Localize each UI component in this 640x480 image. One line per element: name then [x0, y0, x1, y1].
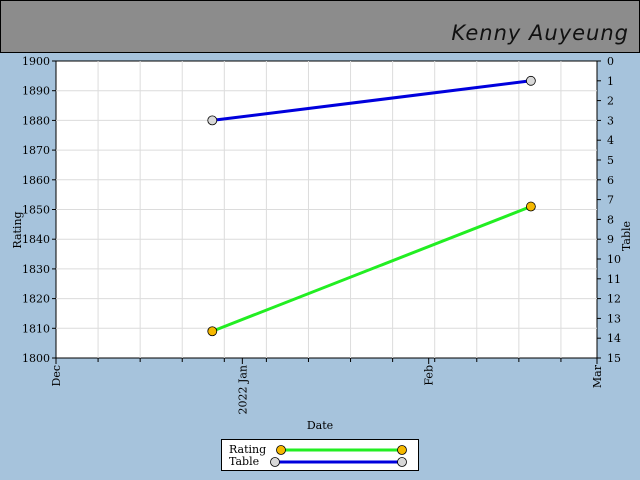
y2-tick-label: 5	[607, 154, 614, 167]
y2-tick-label: 1	[607, 75, 614, 88]
y-tick-label: 1800	[22, 352, 50, 365]
data-point-table	[525, 75, 536, 86]
y2-axis-label: Table	[620, 221, 633, 251]
data-point-rating	[525, 201, 536, 212]
y-tick-label: 1830	[22, 263, 50, 276]
y-tick-label: 1840	[22, 233, 50, 246]
y2-tick-label: 7	[607, 194, 614, 207]
y2-tick-label: 9	[607, 233, 614, 246]
grid	[56, 61, 597, 358]
series-line-rating	[211, 205, 532, 333]
y-tick-label: 1820	[22, 293, 50, 306]
series-line-table	[212, 79, 532, 122]
y2-tick-label: 15	[607, 352, 621, 365]
y2-tick-label: 11	[607, 273, 621, 286]
legend-label-rating: Rating	[229, 443, 267, 456]
y-tick-label: 1890	[22, 85, 50, 98]
legend-label-table: Table	[229, 455, 260, 468]
y-tick-label: 1850	[22, 204, 50, 217]
y-axis-label: Rating	[11, 211, 24, 248]
y-tick-label: 1860	[22, 174, 50, 187]
header-bar: Kenny Auyeung	[0, 0, 640, 53]
header-title: Kenny Auyeung	[451, 21, 629, 45]
legend-swatch-rating	[276, 445, 407, 455]
y2-tick-label: 3	[607, 114, 614, 127]
y2-tick-label: 8	[607, 213, 614, 226]
y-tick-label: 1880	[22, 114, 50, 127]
y-tick-label: 1900	[22, 55, 50, 68]
x-tick-label: Feb	[423, 365, 436, 386]
y2-tick-label: 2	[607, 95, 614, 108]
legend: Rating Table	[221, 439, 419, 471]
data-point-table	[207, 115, 218, 126]
x-axis-label: Date	[307, 419, 333, 432]
y2-tick-label: 0	[607, 55, 614, 68]
legend-item-rating: Rating	[229, 443, 419, 456]
x-tick-label: Mar	[591, 364, 604, 388]
axes: 1800181018201830184018501860187018801890…	[22, 55, 621, 415]
y2-tick-label: 4	[607, 134, 614, 147]
x-tick-label: Dec	[50, 365, 63, 387]
y2-tick-label: 13	[607, 312, 621, 325]
y-tick-label: 1810	[22, 322, 50, 335]
y2-tick-label: 12	[607, 293, 621, 306]
legend-item-table: Table	[229, 455, 419, 468]
data-point-rating	[207, 326, 218, 337]
y2-tick-label: 10	[607, 253, 621, 266]
series-group	[207, 75, 536, 337]
y2-tick-label: 6	[607, 174, 614, 187]
y-tick-label: 1870	[22, 144, 50, 157]
legend-swatch-table	[270, 457, 407, 467]
x-tick-label: 2022 Jan	[236, 365, 249, 415]
y2-tick-label: 14	[607, 332, 621, 345]
